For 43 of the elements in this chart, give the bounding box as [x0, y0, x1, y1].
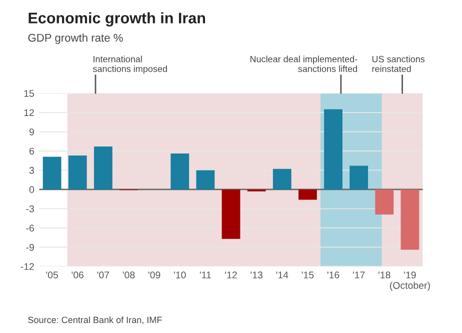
x-tick-label: '16: [327, 272, 340, 278]
bar: [400, 189, 420, 250]
y-tick-label: 6: [29, 148, 34, 155]
x-tick-label: '12: [225, 272, 237, 278]
bar: [68, 155, 87, 190]
bar: [375, 189, 394, 214]
bar: [350, 166, 368, 190]
bar: [196, 170, 215, 190]
x-tick-label: '14: [276, 272, 288, 278]
annotation: US sanctions reinstated: [372, 56, 425, 72]
chart-subtitle: GDP growth rate %: [28, 34, 123, 44]
annotation: Nuclear deal implemented- sanctions lifted: [250, 56, 358, 72]
bar: [272, 168, 292, 190]
x-tick-label: '15: [302, 272, 314, 278]
y-tick-label: -6: [26, 224, 34, 232]
x-tick-label: '18: [378, 272, 390, 278]
x-tick-label: '13: [250, 272, 262, 278]
y-tick-label: 3: [29, 166, 34, 174]
y-tick-label: -9: [26, 244, 34, 251]
bar: [94, 146, 112, 190]
x-tick-label: '19 (October): [390, 272, 430, 291]
x-tick-label: '06: [72, 272, 84, 278]
x-tick-label: '10: [174, 272, 186, 278]
y-tick-label: 0: [29, 186, 34, 194]
y-tick-label: 12: [24, 109, 34, 116]
x-tick-label: '05: [46, 272, 58, 278]
bar: [170, 154, 190, 190]
x-tick-label: '11: [200, 272, 211, 278]
annotation: International sanctions imposed: [92, 56, 167, 74]
bar: [222, 189, 240, 239]
x-tick-label: '07: [97, 272, 110, 278]
x-tick-label: '09: [148, 272, 160, 278]
x-tick-label: '08: [122, 272, 135, 278]
y-tick-label: -12: [20, 263, 34, 270]
y-tick-label: 9: [29, 128, 34, 136]
x-tick-label: '17: [352, 272, 365, 278]
bar: [298, 189, 317, 200]
source-note: Source: Central Bank of Iran, IMF: [28, 316, 162, 324]
y-tick-label: 15: [24, 90, 34, 97]
chart-title: Economic growth in Iran: [28, 12, 206, 27]
y-tick-label: -3: [26, 205, 34, 212]
bar: [42, 156, 62, 190]
bar: [324, 109, 342, 190]
